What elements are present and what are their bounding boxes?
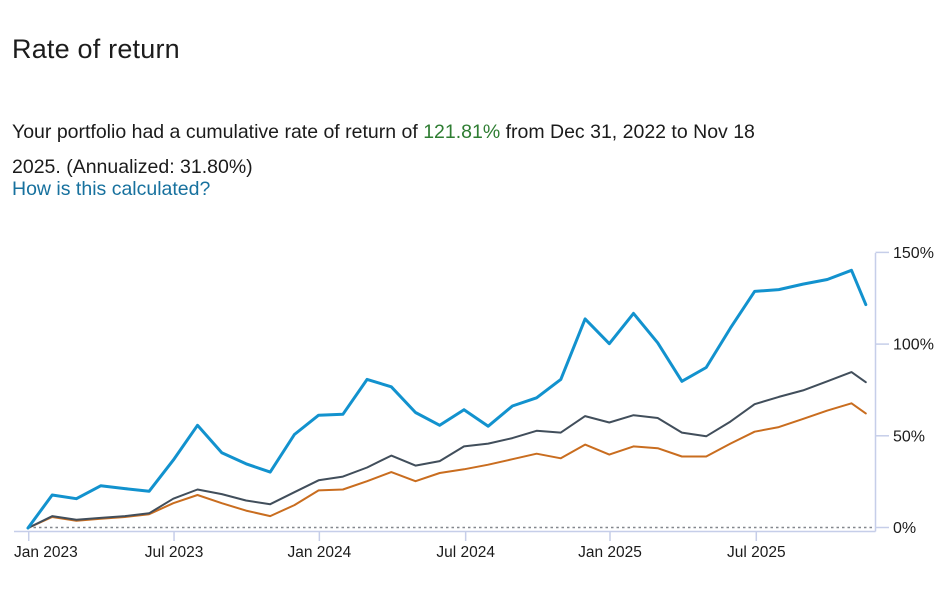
orange-benchmark-line: [27, 402, 867, 529]
x-axis-label: Jan 2025: [578, 544, 642, 561]
y-axis-label: 150%: [893, 245, 934, 262]
cumulative-return-value: 121.81%: [423, 120, 501, 143]
summary-line2: 2025. (Annualized: 31.80%): [12, 155, 253, 178]
gray-benchmark-line: [27, 371, 867, 529]
x-axis-label: Jan 2024: [287, 544, 351, 561]
x-axis-label: Jul 2024: [436, 544, 495, 561]
portfolio-blue-line: [26, 268, 868, 530]
summary-line1-pre: Your portfolio had a cumulative rate of …: [12, 120, 424, 143]
x-axis-label: Jul 2025: [727, 544, 786, 561]
x-axis-label: Jan 2023: [14, 544, 78, 561]
y-axis-label: 50%: [893, 428, 925, 445]
return-summary-text: Your portfolio had a cumulative rate of …: [12, 115, 938, 185]
summary-line1-post: from Dec 31, 2022 to Nov 18: [500, 120, 755, 143]
y-axis-label: 100%: [893, 337, 934, 354]
y-axis-label: 0%: [893, 520, 916, 537]
page-title: Rate of return: [12, 34, 180, 65]
x-axis-label: Jul 2023: [145, 544, 204, 561]
how-is-this-calculated-link[interactable]: How is this calculated?: [12, 178, 211, 200]
